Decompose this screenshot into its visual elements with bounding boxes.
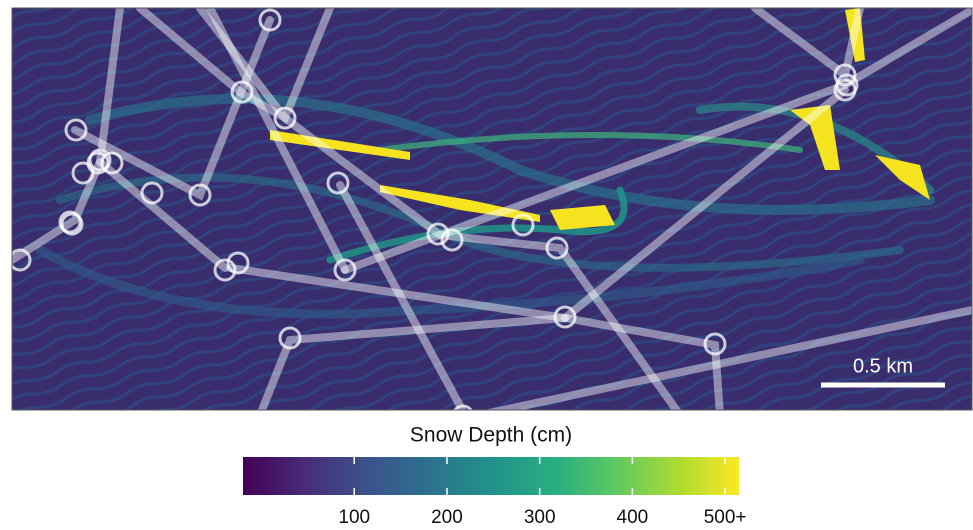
colorbar-gradient bbox=[243, 457, 739, 495]
colorbar-tick-label: 100 bbox=[338, 507, 370, 528]
legend-title: Snow Depth (cm) bbox=[410, 424, 572, 447]
colorbar-tick-label: 400 bbox=[617, 507, 649, 528]
scale-bar-label: 0.5 km bbox=[853, 355, 913, 377]
map-raster bbox=[10, 8, 972, 426]
map-figure: 0.5 km Snow Depth (cm) 100 200 300 400 500+ bbox=[0, 0, 973, 530]
colorbar-tick-label: 300 bbox=[524, 507, 556, 528]
colorbar-tick-label: 200 bbox=[431, 507, 463, 528]
colorbar-tick-label: 500+ bbox=[704, 507, 747, 528]
colorbar: 100 200 300 400 500+ bbox=[243, 457, 746, 528]
